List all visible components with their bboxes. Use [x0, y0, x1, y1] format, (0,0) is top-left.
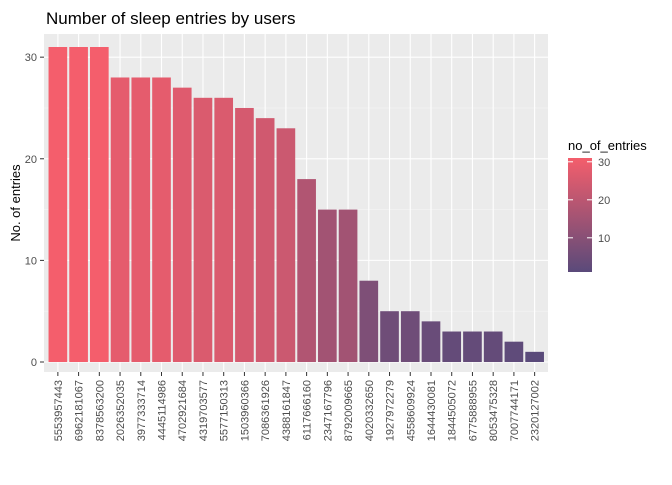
bar — [276, 128, 296, 362]
bar — [235, 107, 254, 362]
bar — [359, 280, 379, 362]
y-axis: 0 10 20 30 — [25, 52, 44, 369]
y-tick-label: 10 — [25, 255, 37, 267]
x-tick-label: 4445114986 — [157, 380, 169, 440]
x-tick-label: 5553957443 — [53, 380, 65, 441]
bar — [338, 209, 358, 362]
legend-label: 10 — [598, 233, 610, 245]
x-tick-label: 4319703577 — [198, 380, 210, 441]
x-tick-label: 3977333714 — [136, 380, 148, 441]
x-tick-label: 2347167796 — [322, 380, 334, 441]
bar — [380, 311, 399, 362]
bar — [318, 209, 337, 362]
bar — [463, 331, 482, 362]
x-tick-label: 1644430081 — [426, 380, 438, 441]
legend: no_of_entries 30 20 10 — [568, 138, 647, 272]
bar — [483, 331, 503, 362]
x-tick-label: 7086361926 — [260, 380, 272, 441]
bar — [110, 77, 130, 362]
y-tick-label: 0 — [31, 357, 37, 369]
x-tick-label: 4558609924 — [405, 380, 417, 441]
legend-label: 20 — [598, 195, 610, 207]
x-tick-label: 1844505072 — [447, 380, 459, 441]
x-tick-label: 8053475328 — [488, 380, 500, 441]
x-tick-label: 8378563200 — [94, 380, 106, 441]
legend-title: no_of_entries — [568, 138, 647, 153]
x-tick-label: 6962181067 — [74, 380, 86, 441]
y-tick-label: 30 — [25, 52, 37, 64]
x-tick-label: 5577150313 — [219, 380, 231, 441]
x-tick-label: 1927972279 — [385, 380, 397, 441]
bar — [131, 77, 151, 362]
x-tick-label: 4702921684 — [177, 380, 189, 441]
bar — [297, 179, 316, 362]
bar — [525, 351, 544, 362]
x-tick-label: 7007744171 — [509, 380, 521, 441]
x-tick-label: 4388161847 — [281, 380, 293, 441]
bar — [48, 47, 68, 362]
bar — [69, 47, 88, 362]
legend-colorbar — [568, 158, 592, 272]
bar — [214, 97, 234, 362]
x-tick-label: 1503960366 — [239, 380, 251, 441]
x-tick-label: 2026352035 — [115, 380, 127, 441]
bar — [421, 321, 441, 362]
bars — [48, 47, 544, 363]
x-tick-label: 2320127002 — [530, 380, 542, 441]
bar — [89, 47, 109, 362]
x-axis: 5553957443 6962181067 8378563200 2026352035… — [53, 372, 542, 441]
bar — [504, 341, 524, 362]
legend-ticks: 30 20 10 — [568, 157, 610, 245]
y-axis-title: No. of entries — [8, 164, 23, 242]
bar — [172, 87, 192, 362]
bar — [442, 331, 462, 362]
bar — [400, 311, 420, 362]
legend-label: 30 — [598, 157, 610, 169]
bar — [193, 97, 213, 362]
chart-title: Number of sleep entries by users — [46, 9, 295, 28]
x-tick-label: 6117666160 — [302, 380, 314, 440]
x-tick-label: 8792009665 — [343, 380, 355, 441]
y-tick-label: 20 — [25, 154, 37, 166]
bar — [255, 118, 275, 363]
x-tick-label: 6775888955 — [467, 380, 479, 441]
bar — [152, 77, 171, 362]
x-tick-label: 4020332650 — [364, 380, 376, 441]
